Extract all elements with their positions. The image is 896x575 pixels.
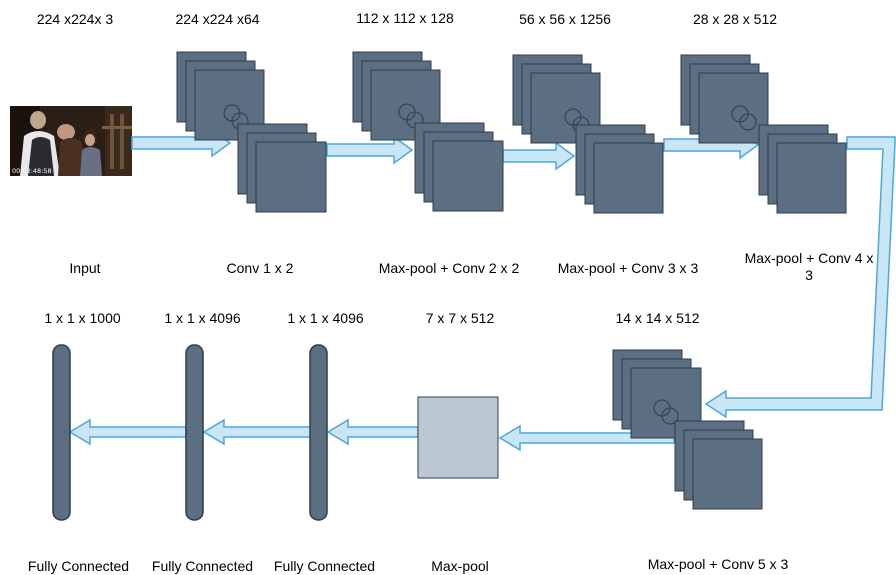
caption-conv3: Max-pool + Conv 3 x 3 — [557, 260, 699, 276]
arrow-fc-to-fc — [202, 418, 312, 446]
maxpool-block — [417, 396, 499, 479]
caption-conv5: Max-pool + Conv 5 x 3 — [647, 556, 789, 572]
fc-layer-2 — [185, 344, 204, 521]
conv-block-4 — [680, 54, 847, 214]
arrow-conv1-to-conv2 — [326, 135, 414, 165]
caption-fc2: Fully Connected — [151, 558, 254, 574]
caption-fc1: Fully Connected — [273, 558, 376, 574]
dims-label-maxpool: 7 x 7 x 512 — [425, 310, 495, 326]
caption-conv1: Conv 1 x 2 — [226, 260, 294, 276]
dims-label-conv1: 224 x224 x64 — [175, 11, 260, 27]
caption-input: Input — [69, 260, 101, 276]
dims-label-conv5: 14 x 14 x 512 — [615, 310, 700, 326]
arrow-fc-to-output — [68, 418, 187, 446]
fc-layer-output — [52, 344, 71, 521]
conv-block-1 — [176, 51, 327, 213]
caption-maxpool: Max-pool — [431, 558, 489, 574]
dims-label-output: 1 x 1 x 1000 — [44, 310, 121, 326]
input-image: 00:02:48:58 — [10, 106, 132, 176]
arrow-conv2-to-conv3 — [502, 141, 576, 171]
video-timestamp: 00:02:48:58 — [12, 167, 52, 175]
conv-block-5 — [612, 349, 763, 510]
dims-label-input: 224 x224x 3 — [36, 11, 114, 27]
fc-layer-1 — [309, 344, 328, 521]
arrow-conv4-to-conv5 — [704, 136, 896, 419]
arrow-conv5-to-maxpool — [498, 424, 675, 452]
caption-conv4: Max-pool + Conv 4 x 3 — [744, 250, 874, 283]
dims-label-fc2: 1 x 1 x 4096 — [164, 310, 241, 326]
dims-label-conv4: 28 x 28 x 512 — [692, 11, 778, 27]
dims-label-conv3: 56 x 56 x 1256 — [519, 11, 611, 27]
connectors — [68, 128, 896, 452]
arrow-maxpool-to-fc — [326, 418, 419, 446]
dims-label-fc1: 1 x 1 x 4096 — [287, 310, 364, 326]
caption-output: Fully Connected — [27, 558, 130, 574]
conv-block-3 — [512, 54, 664, 214]
dims-label-conv2: 112 x 112 x 128 — [356, 10, 454, 26]
conv-block-2 — [352, 51, 504, 212]
caption-conv2: Max-pool + Conv 2 x 2 — [378, 260, 520, 276]
